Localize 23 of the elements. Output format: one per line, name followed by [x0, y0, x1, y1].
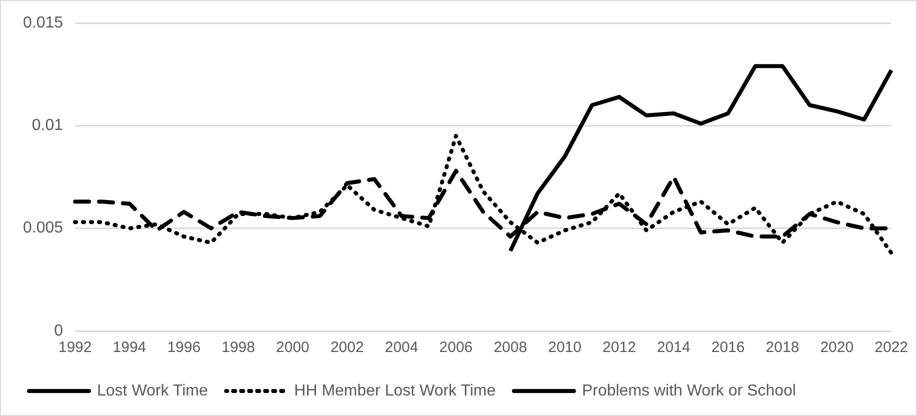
y-tick-label: 0.015	[22, 14, 64, 32]
x-tick-label: 2006	[439, 339, 473, 356]
x-tick-label: 1994	[112, 339, 146, 356]
x-tick-label: 1996	[167, 339, 201, 356]
x-tick-label: 2004	[384, 339, 418, 356]
x-tick-label: 2022	[874, 339, 908, 356]
x-tick-label: 1998	[222, 339, 255, 356]
x-tick-label: 2016	[711, 339, 745, 356]
x-tick-label: 2000	[276, 339, 310, 356]
legend-label: HH Member Lost Work Time	[294, 382, 496, 400]
y-tick-label: 0	[54, 322, 64, 340]
x-tick-label: 2008	[494, 339, 528, 356]
x-tick-label: 2018	[766, 339, 800, 356]
legend-label: Problems with Work or School	[582, 382, 796, 400]
x-tick-label: 2014	[656, 339, 690, 356]
x-tick-label: 2010	[548, 339, 582, 356]
x-tick-label: 1992	[58, 339, 92, 356]
x-tick-label: 2020	[820, 339, 854, 356]
legend-label: Lost Work Time	[97, 382, 208, 400]
y-tick-label: 0.005	[22, 220, 64, 237]
y-tick-label: 0.01	[32, 117, 64, 134]
x-tick-label: 2002	[330, 339, 364, 356]
x-tick-label: 2012	[602, 339, 636, 356]
